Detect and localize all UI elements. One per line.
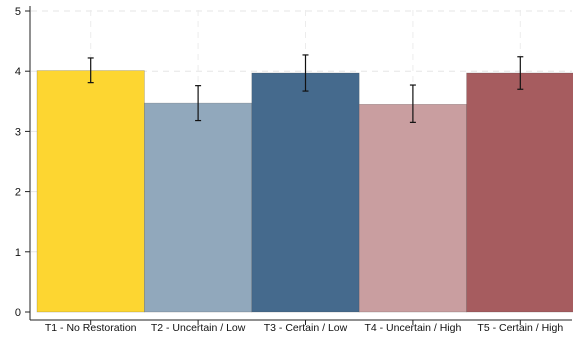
bar [251,72,360,313]
x-tick-label: T2 - Uncertain / Low [151,322,246,334]
axes: 0 1 2 3 4 5 T1 - No Restoration T2 - Uncertain … [15,6,572,334]
x-tick-label: T5 - Certain / High [477,322,563,334]
bar [36,70,145,313]
x-tick-label: T4 - Uncertain / High [364,322,461,334]
y-tick-label: 4 [15,66,21,78]
y-tick-label: 2 [15,187,21,199]
y-tick-label: 3 [15,126,21,138]
bar [358,104,467,313]
y-tick-label: 0 [15,307,21,319]
error-bars [87,54,524,123]
bar [466,72,573,313]
x-tick-label: T1 - No Restoration [45,322,137,334]
x-tick-label: T3 - Certain / Low [264,322,348,334]
y-tick-label: 5 [15,6,21,18]
bars [36,70,573,313]
bar [144,102,253,313]
y-tick-label: 1 [15,247,21,259]
